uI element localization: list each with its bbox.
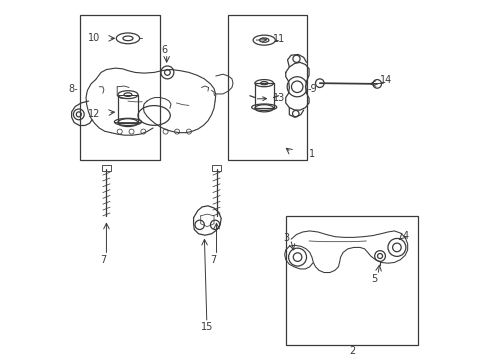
Text: 3: 3: [282, 233, 288, 243]
Bar: [228, 15, 306, 160]
Bar: [285, 216, 418, 345]
Bar: [212, 165, 221, 171]
Text: 5: 5: [370, 274, 376, 284]
Text: 14: 14: [379, 75, 391, 85]
Text: 6: 6: [162, 45, 167, 55]
Bar: [80, 15, 160, 160]
Text: -9: -9: [306, 84, 316, 94]
Text: 11: 11: [256, 35, 285, 44]
Bar: [102, 165, 110, 171]
Text: 10: 10: [88, 33, 100, 43]
Text: 4: 4: [402, 231, 407, 240]
Text: 7: 7: [100, 255, 106, 265]
Text: 7: 7: [209, 255, 216, 265]
Text: 15: 15: [200, 322, 213, 332]
Text: 1: 1: [308, 149, 314, 159]
Text: 13: 13: [257, 93, 285, 103]
Text: 8-: 8-: [68, 84, 78, 94]
Text: 2: 2: [348, 346, 354, 356]
Text: 12: 12: [88, 109, 100, 119]
